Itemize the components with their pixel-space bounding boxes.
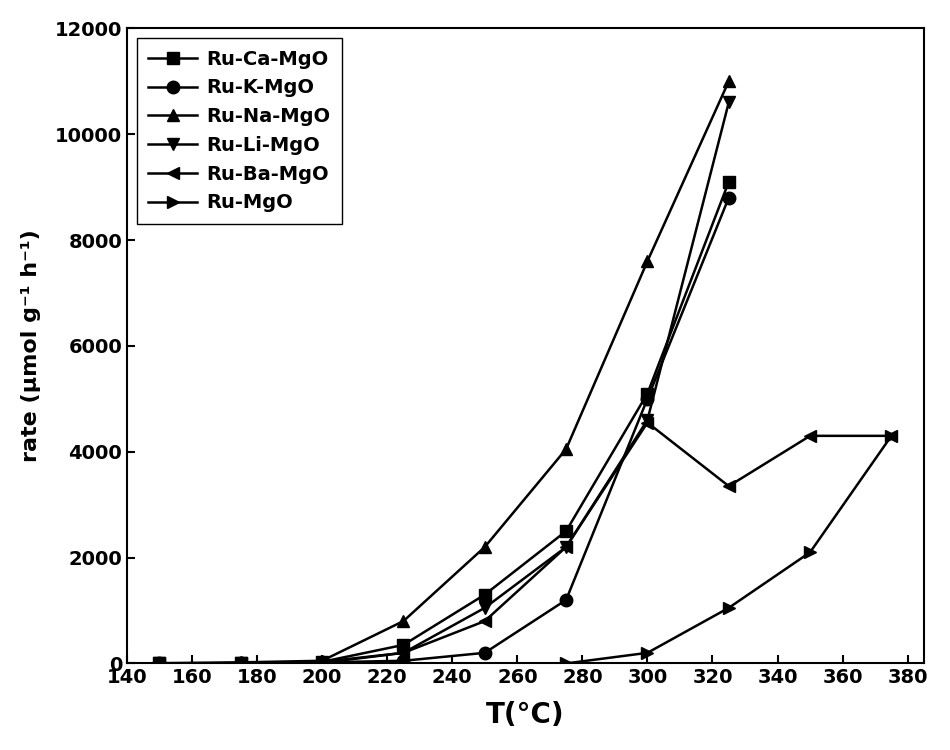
Ru-Li-MgO bbox=[154, 659, 165, 668]
Ru-K-MgO bbox=[398, 656, 409, 665]
Ru-Ba-MgO bbox=[642, 418, 654, 427]
Line: Ru-Li-MgO: Ru-Li-MgO bbox=[153, 96, 735, 670]
Ru-K-MgO bbox=[642, 394, 654, 404]
Ru-K-MgO bbox=[235, 658, 246, 668]
Ru-Ba-MgO bbox=[885, 431, 897, 440]
Ru-K-MgO bbox=[154, 659, 165, 668]
Ru-Li-MgO bbox=[560, 542, 572, 551]
Ru-K-MgO bbox=[479, 648, 490, 657]
Ru-Na-MgO bbox=[154, 658, 165, 668]
Ru-Na-MgO bbox=[723, 76, 734, 86]
Ru-Ba-MgO bbox=[235, 658, 246, 668]
Ru-MgO bbox=[885, 431, 897, 440]
Y-axis label: rate (μmol g⁻¹ h⁻¹): rate (μmol g⁻¹ h⁻¹) bbox=[21, 230, 41, 462]
Ru-Na-MgO bbox=[316, 656, 328, 665]
Ru-Na-MgO bbox=[560, 445, 572, 454]
Ru-K-MgO bbox=[560, 596, 572, 604]
Ru-Ba-MgO bbox=[479, 616, 490, 626]
Ru-Ca-MgO bbox=[316, 657, 328, 666]
Ru-Li-MgO bbox=[479, 603, 490, 612]
Ru-Ba-MgO bbox=[154, 659, 165, 668]
Ru-MgO bbox=[805, 548, 816, 556]
Line: Ru-MgO: Ru-MgO bbox=[560, 430, 898, 670]
Ru-Ba-MgO bbox=[560, 542, 572, 551]
Ru-K-MgO bbox=[316, 658, 328, 667]
Ru-Ca-MgO bbox=[723, 177, 734, 186]
Ru-Li-MgO bbox=[316, 658, 328, 668]
Line: Ru-Ba-MgO: Ru-Ba-MgO bbox=[153, 416, 898, 670]
Ru-Ca-MgO bbox=[235, 658, 246, 668]
Ru-Na-MgO bbox=[479, 542, 490, 551]
X-axis label: T(°C): T(°C) bbox=[486, 701, 564, 729]
Ru-Na-MgO bbox=[398, 616, 409, 626]
Ru-K-MgO bbox=[723, 194, 734, 202]
Ru-Ca-MgO bbox=[642, 389, 654, 398]
Ru-Na-MgO bbox=[235, 658, 246, 667]
Ru-MgO bbox=[560, 659, 572, 668]
Line: Ru-K-MgO: Ru-K-MgO bbox=[153, 191, 735, 670]
Ru-Li-MgO bbox=[235, 658, 246, 668]
Ru-MgO bbox=[723, 603, 734, 612]
Ru-Ba-MgO bbox=[316, 657, 328, 666]
Ru-Li-MgO bbox=[723, 98, 734, 107]
Line: Ru-Na-MgO: Ru-Na-MgO bbox=[153, 75, 735, 670]
Ru-Ba-MgO bbox=[398, 648, 409, 657]
Ru-Ba-MgO bbox=[723, 482, 734, 490]
Ru-Na-MgO bbox=[642, 256, 654, 265]
Ru-Li-MgO bbox=[398, 648, 409, 657]
Ru-Ca-MgO bbox=[154, 659, 165, 668]
Ru-MgO bbox=[642, 648, 654, 657]
Ru-Li-MgO bbox=[642, 416, 654, 424]
Legend: Ru-Ca-MgO, Ru-K-MgO, Ru-Na-MgO, Ru-Li-MgO, Ru-Ba-MgO, Ru-MgO: Ru-Ca-MgO, Ru-K-MgO, Ru-Na-MgO, Ru-Li-Mg… bbox=[137, 38, 342, 224]
Ru-Ca-MgO bbox=[479, 590, 490, 599]
Line: Ru-Ca-MgO: Ru-Ca-MgO bbox=[153, 176, 735, 670]
Ru-Ca-MgO bbox=[560, 526, 572, 536]
Ru-Ca-MgO bbox=[398, 640, 409, 650]
Ru-Ba-MgO bbox=[805, 431, 816, 440]
